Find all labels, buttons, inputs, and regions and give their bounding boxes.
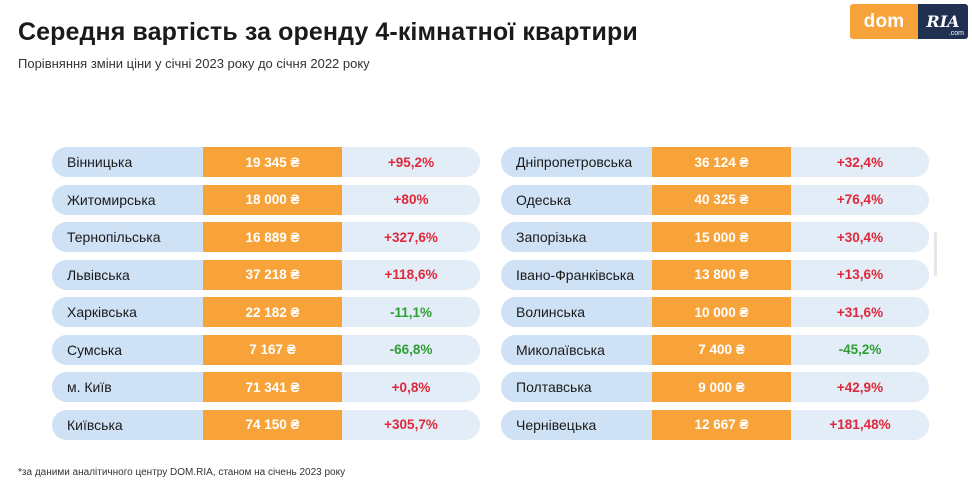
region-cell: Івано-Франківська <box>501 259 652 290</box>
change-cell: +31,6% <box>791 297 929 327</box>
table-row: Івано-Франківська 13 800 ₴ +13,6% <box>501 259 929 290</box>
price-cell: 10 000 ₴ <box>652 297 791 327</box>
region-cell: Львівська <box>52 259 203 290</box>
table-row: Сумська 7 167 ₴ -66,8% <box>52 334 480 365</box>
change-cell: +80% <box>342 184 480 215</box>
change-cell: +42,9% <box>791 372 929 402</box>
region-cell: Житомирська <box>52 184 203 215</box>
table-row: Тернопільська 16 889 ₴ +327,6% <box>52 222 480 252</box>
page-subtitle: Порівняння зміни ціни у січні 2023 року … <box>18 56 370 71</box>
table-row: Житомирська 18 000 ₴ +80% <box>52 184 480 215</box>
change-cell: +327,6% <box>342 222 480 252</box>
left-price-table: Вінницька 19 345 ₴ +95,2% Житомирська 18… <box>52 147 480 447</box>
region-cell: Волинська <box>501 297 652 327</box>
region-cell: Дніпропетровська <box>501 147 652 177</box>
change-cell: -11,1% <box>342 297 480 327</box>
region-cell: Полтавська <box>501 372 652 402</box>
table-row: Львівська 37 218 ₴ +118,6% <box>52 259 480 290</box>
region-cell: Одеська <box>501 184 652 215</box>
table-row: Полтавська 9 000 ₴ +42,9% <box>501 372 929 402</box>
price-cell: 13 800 ₴ <box>652 259 791 290</box>
logo-ria-text: RIA <box>926 12 960 31</box>
change-cell: +13,6% <box>791 259 929 290</box>
table-row: Вінницька 19 345 ₴ +95,2% <box>52 147 480 177</box>
price-cell: 71 341 ₴ <box>203 372 342 402</box>
right-price-table: Дніпропетровська 36 124 ₴ +32,4% Одеська… <box>501 147 929 447</box>
change-cell: +32,4% <box>791 147 929 177</box>
region-cell: Тернопільська <box>52 222 203 252</box>
scroll-handle[interactable] <box>934 232 937 276</box>
price-cell: 12 667 ₴ <box>652 409 791 440</box>
change-cell: +181,48% <box>791 409 929 440</box>
dom-ria-logo[interactable]: dom RIA .com <box>850 4 968 39</box>
region-cell: Київська <box>52 409 203 440</box>
region-cell: Сумська <box>52 334 203 365</box>
price-cell: 40 325 ₴ <box>652 184 791 215</box>
table-row: Запорізька 15 000 ₴ +30,4% <box>501 222 929 252</box>
price-cell: 74 150 ₴ <box>203 409 342 440</box>
price-cell: 37 218 ₴ <box>203 259 342 290</box>
table-row: Волинська 10 000 ₴ +31,6% <box>501 297 929 327</box>
change-cell: -45,2% <box>791 334 929 365</box>
logo-com-text: .com <box>948 30 964 37</box>
change-cell: +118,6% <box>342 259 480 290</box>
table-row: Чернівецька 12 667 ₴ +181,48% <box>501 409 929 440</box>
table-row: Дніпропетровська 36 124 ₴ +32,4% <box>501 147 929 177</box>
price-cell: 15 000 ₴ <box>652 222 791 252</box>
table-row: Одеська 40 325 ₴ +76,4% <box>501 184 929 215</box>
region-cell: Харківська <box>52 297 203 327</box>
table-row: м. Київ 71 341 ₴ +0,8% <box>52 372 480 402</box>
price-cell: 7 400 ₴ <box>652 334 791 365</box>
price-cell: 18 000 ₴ <box>203 184 342 215</box>
region-cell: Вінницька <box>52 147 203 177</box>
change-cell: +0,8% <box>342 372 480 402</box>
price-cell: 16 889 ₴ <box>203 222 342 252</box>
price-cell: 9 000 ₴ <box>652 372 791 402</box>
change-cell: +95,2% <box>342 147 480 177</box>
change-cell: -66,8% <box>342 334 480 365</box>
change-cell: +76,4% <box>791 184 929 215</box>
logo-ria-part: RIA .com <box>918 4 968 39</box>
table-row: Миколаївська 7 400 ₴ -45,2% <box>501 334 929 365</box>
region-cell: м. Київ <box>52 372 203 402</box>
price-cell: 7 167 ₴ <box>203 334 342 365</box>
region-cell: Чернівецька <box>501 409 652 440</box>
change-cell: +30,4% <box>791 222 929 252</box>
footnote: *за даними аналітичного центру DOM.RIA, … <box>18 467 346 478</box>
page-title: Середня вартість за оренду 4-кімнатної к… <box>18 18 638 46</box>
logo-dom-part: dom <box>850 4 918 39</box>
table-row: Київська 74 150 ₴ +305,7% <box>52 409 480 440</box>
change-cell: +305,7% <box>342 409 480 440</box>
price-cell: 22 182 ₴ <box>203 297 342 327</box>
price-cell: 19 345 ₴ <box>203 147 342 177</box>
price-cell: 36 124 ₴ <box>652 147 791 177</box>
table-row: Харківська 22 182 ₴ -11,1% <box>52 297 480 327</box>
region-cell: Миколаївська <box>501 334 652 365</box>
region-cell: Запорізька <box>501 222 652 252</box>
